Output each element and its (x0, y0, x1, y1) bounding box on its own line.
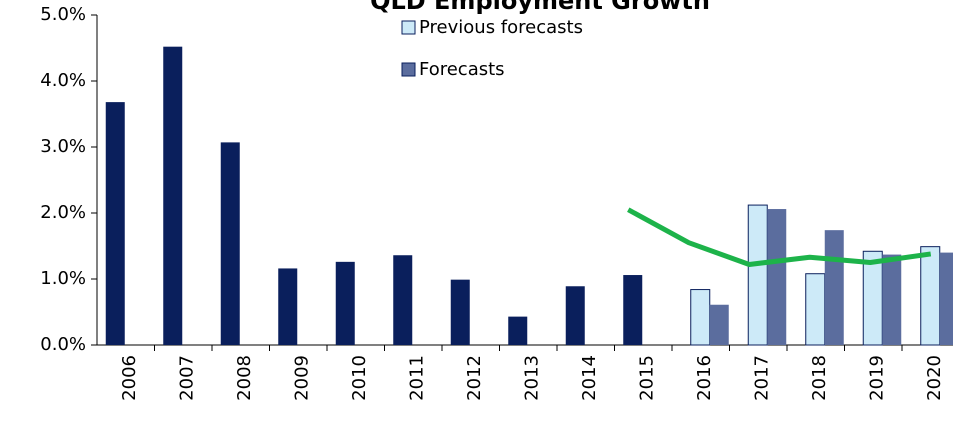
x-tick-label: 2006 (119, 355, 140, 401)
bar (824, 230, 844, 345)
x-tick-label: 2008 (234, 355, 255, 401)
y-tick-label: 0.0% (40, 334, 86, 355)
chart-title: QLD Employment Growth (370, 0, 710, 15)
x-tick-label: 2017 (751, 355, 772, 401)
bar (508, 316, 528, 345)
bar (920, 246, 941, 346)
bar (393, 255, 413, 345)
x-tick-label: 2010 (349, 355, 370, 401)
x-tick-label: 2020 (924, 355, 945, 401)
bar (767, 209, 787, 345)
x-tick-label: 2019 (866, 355, 887, 401)
y-tick-label: 4.0% (40, 70, 86, 91)
x-tick-label: 2015 (636, 355, 657, 401)
y-tick-label: 5.0% (40, 4, 86, 25)
bar (335, 261, 355, 345)
x-tick-label: 2016 (694, 355, 715, 401)
bar (450, 279, 470, 345)
bar (882, 254, 902, 345)
x-tick-label: 2009 (291, 355, 312, 401)
bar (163, 46, 183, 346)
legend-label: Forecasts (419, 59, 505, 80)
bar (623, 275, 643, 345)
line (627, 207, 932, 267)
x-tick-label: 2012 (464, 355, 485, 401)
legend-label: Previous forecasts (419, 17, 583, 38)
y-tick-label: 2.0% (40, 202, 86, 223)
bar (862, 250, 883, 346)
x-tick-label: 2013 (521, 355, 542, 401)
bar (709, 304, 729, 345)
y-tick-label: 3.0% (40, 136, 86, 157)
bar (565, 286, 585, 345)
x-tick-label: 2018 (809, 355, 830, 401)
bar (220, 142, 240, 345)
bar (939, 252, 953, 345)
y-tick-label: 1.0% (40, 268, 86, 289)
bar (278, 268, 298, 345)
x-tick-label: 2007 (176, 355, 197, 401)
legend-swatch (401, 62, 416, 77)
bar (690, 289, 711, 346)
bar (747, 204, 768, 346)
bar (805, 273, 826, 346)
x-tick-label: 2011 (406, 355, 427, 401)
legend-swatch (401, 20, 416, 35)
bar (105, 102, 125, 346)
x-tick-label: 2014 (579, 355, 600, 401)
